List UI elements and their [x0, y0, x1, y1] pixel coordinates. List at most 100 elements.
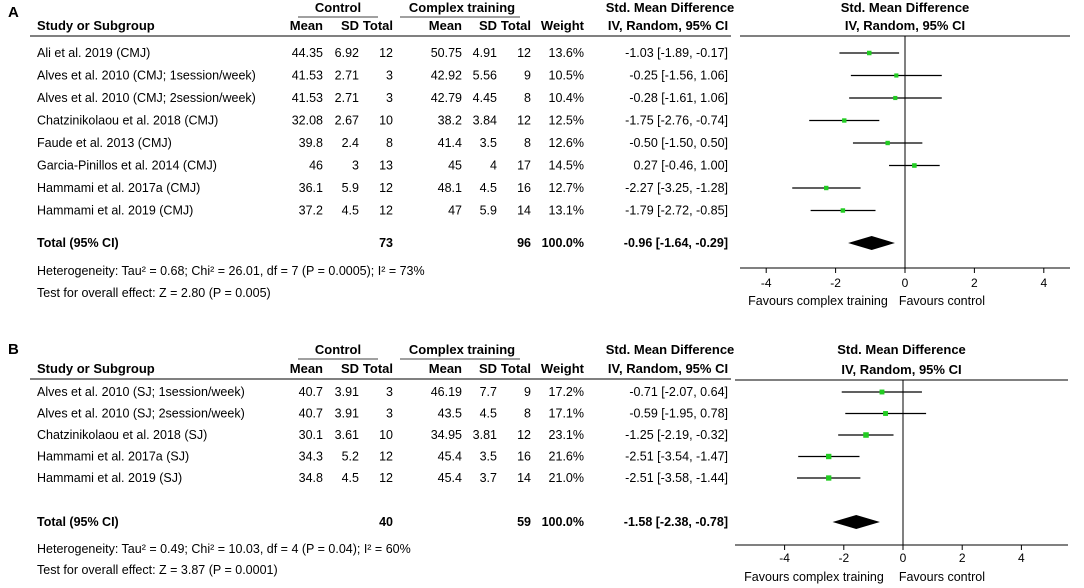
control-mean-header: Mean — [290, 361, 323, 376]
complex-total: 9 — [524, 69, 531, 83]
study-point-estimate — [826, 453, 832, 460]
complex-total: 14 — [517, 204, 531, 218]
study-ci-text: 0.27 [-0.46, 1.00] — [633, 159, 728, 173]
control-mean: 32.08 — [292, 114, 323, 128]
control-total-header: Total — [363, 18, 393, 33]
overall-effect-text: Test for overall effect: Z = 2.80 (P = 0… — [37, 286, 271, 300]
complex-sd: 4.5 — [480, 407, 497, 421]
complex-sd: 3.7 — [480, 471, 497, 485]
complex-mean-header: Mean — [429, 18, 462, 33]
control-sd-header: SD — [341, 18, 359, 33]
study-ci-text: -0.59 [-1.95, 0.78] — [629, 407, 728, 421]
study-row: Chatzinikolaou et al. 2018 (CMJ) 32.08 2.6… — [37, 114, 880, 128]
control-total: 12 — [379, 471, 393, 485]
study-name: Hammami et al. 2019 (CMJ) — [37, 204, 193, 218]
control-total: 12 — [379, 46, 393, 60]
complex-sd: 3.84 — [473, 114, 497, 128]
study-name: Alves et al. 2010 (SJ; 2session/week) — [37, 407, 245, 421]
complex-mean: 45 — [448, 159, 462, 173]
study-row: Hammami et al. 2019 (CMJ) 37.2 4.5 12 47 5.9 1… — [37, 204, 876, 218]
x-axis-tick-label: 0 — [902, 276, 909, 290]
complex-mean: 45.4 — [438, 450, 462, 464]
complex-sd: 4 — [490, 159, 497, 173]
study-ci-text: -2.51 [-3.58, -1.44] — [625, 471, 728, 485]
complex-total-header: Total — [501, 361, 531, 376]
study-weight: 21.6% — [549, 450, 584, 464]
plot-header-title: Std. Mean Difference — [837, 342, 966, 357]
control-mean: 41.53 — [292, 91, 323, 105]
complex-total: 12 — [517, 46, 531, 60]
effect-header-sub: IV, Random, 95% CI — [608, 361, 728, 376]
study-name: Garcia-Pinillos et al. 2014 (CMJ) — [37, 159, 217, 173]
complex-sd: 4.5 — [480, 181, 497, 195]
complex-mean: 47 — [448, 204, 462, 218]
overall-effect-text: Test for overall effect: Z = 3.87 (P = 0… — [37, 563, 278, 577]
complex-mean: 41.4 — [438, 136, 462, 150]
study-row: Chatzinikolaou et al. 2018 (SJ) 30.1 3.61 1… — [37, 428, 894, 442]
study-row: Hammami et al. 2017a (SJ) 34.3 5.2 12 45.4 3.… — [37, 450, 860, 464]
weight-header: Weight — [541, 18, 585, 33]
complex-total: 17 — [517, 159, 531, 173]
control-mean: 40.7 — [299, 407, 323, 421]
weight-header: Weight — [541, 361, 585, 376]
complex-mean: 38.2 — [438, 114, 462, 128]
complex-sd-header: SD — [479, 18, 497, 33]
x-axis-tick-label: 2 — [959, 551, 966, 565]
study-point-estimate — [842, 118, 847, 123]
control-total: 12 — [379, 181, 393, 195]
study-row: Hammami et al. 2019 (SJ) 34.8 4.5 12 45.4 3.7… — [37, 471, 861, 485]
complex-sd: 4.45 — [473, 91, 497, 105]
x-axis-tick-label: -2 — [830, 276, 841, 290]
study-ci-text: -0.28 [-1.61, 1.06] — [629, 91, 728, 105]
study-weight: 10.5% — [549, 69, 584, 83]
study-weight: 14.5% — [549, 159, 584, 173]
forest-panel-a: A Control Complex training Std. Mean Differ… — [8, 0, 1070, 308]
study-point-estimate — [879, 389, 885, 395]
x-axis-tick-label: 4 — [1018, 551, 1025, 565]
study-row: Alves et al. 2010 (CMJ; 1session/week) 41… — [37, 69, 942, 83]
complex-total: 8 — [524, 407, 531, 421]
complex-sd: 5.56 — [473, 69, 497, 83]
control-grand-total: 40 — [379, 515, 393, 529]
study-point-estimate — [824, 185, 829, 191]
favours-right-label: Favours control — [899, 294, 985, 308]
complex-mean: 42.79 — [431, 91, 462, 105]
x-axis-tick-label: -4 — [761, 276, 772, 290]
control-mean: 34.8 — [299, 471, 323, 485]
control-total: 3 — [386, 91, 393, 105]
complex-training-group-header: Complex training — [409, 0, 515, 15]
plot-header-sub: IV, Random, 95% CI — [841, 362, 961, 377]
control-total: 13 — [379, 159, 393, 173]
study-weight: 12.7% — [549, 181, 584, 195]
control-sd: 3.91 — [335, 407, 359, 421]
x-axis-tick-label: -2 — [838, 551, 849, 565]
control-mean: 41.53 — [292, 69, 323, 83]
study-ci-text: -0.50 [-1.50, 0.50] — [629, 136, 728, 150]
study-name: Alves et al. 2010 (CMJ; 1session/week) — [37, 69, 256, 83]
complex-mean: 42.92 — [431, 69, 462, 83]
control-sd: 3 — [352, 159, 359, 173]
control-sd: 3.61 — [335, 428, 359, 442]
complex-mean: 48.1 — [438, 181, 462, 195]
complex-mean: 43.5 — [438, 407, 462, 421]
study-weight: 17.1% — [549, 407, 584, 421]
complex-total-header: Total — [501, 18, 531, 33]
study-name: Faude et al. 2013 (CMJ) — [37, 136, 172, 150]
study-weight: 21.0% — [549, 471, 584, 485]
complex-grand-total: 96 — [517, 236, 531, 250]
complex-mean: 34.95 — [431, 428, 462, 442]
complex-training-group-header: Complex training — [409, 342, 515, 357]
control-sd: 2.71 — [335, 91, 359, 105]
study-column-header: Study or Subgroup — [37, 18, 155, 33]
study-ci-text: -2.27 [-3.25, -1.28] — [625, 181, 728, 195]
complex-sd-header: SD — [479, 361, 497, 376]
complex-mean-header: Mean — [429, 361, 462, 376]
complex-mean: 45.4 — [438, 471, 462, 485]
favours-right-label: Favours control — [899, 570, 985, 584]
total-ci-text: -0.96 [-1.64, -0.29] — [624, 236, 728, 250]
pooled-effect-diamond — [832, 515, 880, 529]
control-sd-header: SD — [341, 361, 359, 376]
x-axis-tick-label: 4 — [1040, 276, 1047, 290]
x-axis-tick-label: 0 — [900, 551, 907, 565]
